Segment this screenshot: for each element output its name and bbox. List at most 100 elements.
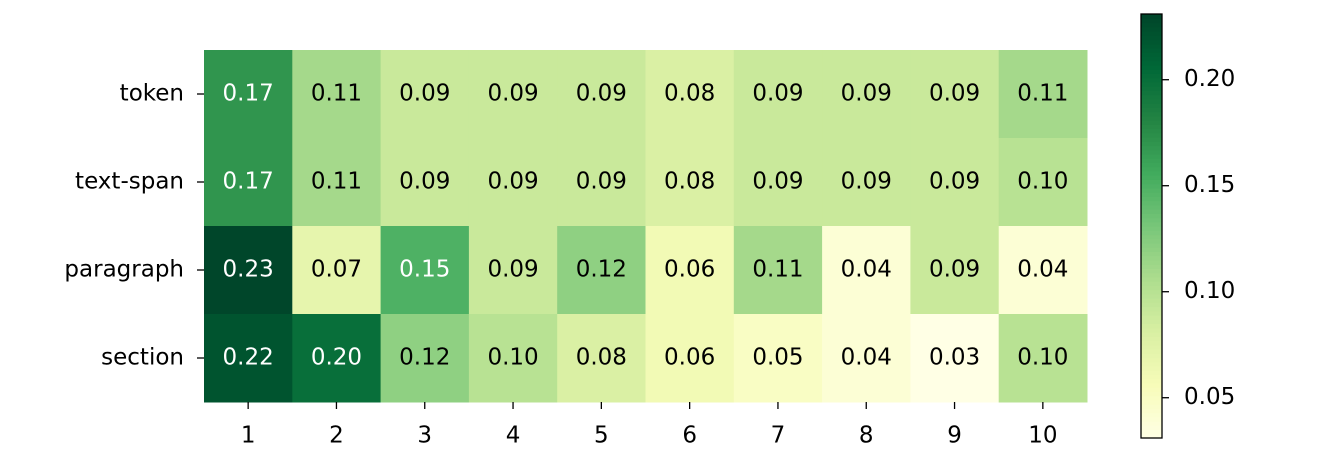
x-tick-label: 7: [771, 423, 786, 449]
colorbar-segment: [1141, 323, 1162, 329]
heatmap-cell: [292, 138, 382, 227]
colorbar-segment: [1141, 26, 1162, 32]
colorbar-segment: [1141, 175, 1162, 180]
colorbar-segment: [1141, 103, 1162, 108]
y-tick-label: token: [120, 81, 184, 107]
cell-label: 0.11: [752, 257, 803, 283]
cell-label: 0.06: [664, 345, 715, 371]
colorbar-segment: [1141, 302, 1162, 308]
colorbar-segment: [1141, 374, 1162, 380]
cell-label: 0.09: [576, 169, 627, 195]
colorbar-segment: [1141, 43, 1162, 49]
colorbar-segment: [1141, 209, 1162, 214]
colorbar-segment: [1141, 387, 1162, 392]
heatmap-cell: [645, 50, 735, 139]
heatmap-cell: [292, 226, 382, 315]
cell-label: 0.09: [841, 81, 892, 107]
colorbar-segment: [1141, 52, 1162, 57]
heatmap-cell: [292, 314, 382, 403]
colorbar-segment: [1141, 200, 1162, 206]
x-tick-label: 6: [682, 423, 697, 449]
colorbar-segment: [1141, 399, 1162, 405]
colorbar-segment: [1141, 170, 1162, 176]
cell-label: 0.11: [311, 169, 362, 195]
heatmap-cell: [380, 50, 470, 139]
heatmap-cell: [822, 50, 911, 139]
colorbar-segment: [1141, 132, 1162, 138]
colorbar-segment: [1141, 370, 1162, 375]
heatmap-cell: [380, 138, 470, 227]
colorbar-tick-label: 0.10: [1184, 278, 1235, 304]
colorbar-segment: [1141, 158, 1162, 163]
colorbar-tick-label: 0.05: [1184, 384, 1235, 410]
cell-label: 0.09: [399, 169, 450, 195]
heatmap-cell: [733, 226, 823, 315]
colorbar-segment: [1141, 276, 1162, 282]
colorbar-segment: [1141, 391, 1162, 397]
heatmap-cell: [204, 314, 293, 403]
x-tick-label: 4: [506, 423, 521, 449]
colorbar-segment: [1141, 73, 1162, 79]
colorbar-segment: [1141, 382, 1162, 388]
colorbar-segment: [1141, 332, 1162, 337]
heatmap-cell: [998, 50, 1088, 139]
heatmap-cell: [380, 226, 470, 315]
heatmap-cell: [910, 226, 1000, 315]
cell-label: 0.12: [399, 345, 450, 371]
x-tick-label: 2: [329, 423, 344, 449]
cell-label: 0.09: [929, 257, 980, 283]
colorbar-segment: [1141, 192, 1162, 197]
heatmap-cell: [822, 138, 911, 227]
heatmap-cell: [910, 314, 1000, 403]
heatmap-cell: [380, 314, 470, 403]
colorbar-segment: [1141, 285, 1162, 291]
colorbar-segment: [1141, 365, 1162, 371]
heatmap-cell: [645, 314, 735, 403]
cell-label: 0.04: [841, 345, 892, 371]
cell-label: 0.11: [311, 81, 362, 107]
cell-label: 0.15: [399, 257, 450, 283]
heatmap-cell: [557, 226, 646, 315]
colorbar-segment: [1141, 247, 1162, 253]
colorbar-segment: [1141, 226, 1162, 231]
colorbar-segment: [1141, 395, 1162, 401]
heatmap-cell: [204, 50, 293, 139]
colorbar-segment: [1141, 340, 1162, 346]
cell-label: 0.11: [1017, 81, 1068, 107]
colorbar-tick-label: 0.20: [1184, 66, 1235, 92]
colorbar-segment: [1141, 64, 1162, 70]
colorbar-segment: [1141, 22, 1162, 28]
colorbar-segment: [1141, 94, 1162, 100]
colorbar-tick-label: 0.15: [1184, 172, 1235, 198]
x-tick-label: 10: [1028, 423, 1057, 449]
colorbar-segment: [1141, 357, 1162, 363]
cell-label: 0.22: [223, 345, 274, 371]
heatmap-cell: [557, 314, 646, 403]
cell-label: 0.09: [576, 81, 627, 107]
colorbar-segment: [1141, 98, 1162, 104]
cell-label: 0.09: [399, 81, 450, 107]
colorbar-segment: [1141, 128, 1162, 134]
y-tick-label: paragraph: [64, 257, 184, 283]
colorbar-segment: [1141, 293, 1162, 299]
colorbar-segment: [1141, 234, 1162, 240]
colorbar-segment: [1141, 429, 1162, 435]
colorbar-segment: [1141, 153, 1162, 159]
colorbar-segment: [1141, 319, 1162, 325]
colorbar-segment: [1141, 81, 1162, 87]
colorbar-segment: [1141, 315, 1162, 320]
colorbar-segment: [1141, 111, 1162, 117]
heatmap-cell: [910, 138, 1000, 227]
colorbar-segment: [1141, 86, 1162, 91]
heatmap-cell: [733, 138, 823, 227]
colorbar-segment: [1141, 251, 1162, 257]
colorbar-segment: [1141, 47, 1162, 53]
colorbar-segment: [1141, 18, 1162, 24]
x-tick-label: 3: [417, 423, 432, 449]
cell-label: 0.12: [576, 257, 627, 283]
colorbar-segment: [1141, 255, 1162, 261]
y-tick-label: text-span: [75, 169, 184, 195]
colorbar-segment: [1141, 336, 1162, 342]
heatmap-cell: [822, 226, 911, 315]
cell-label: 0.07: [311, 257, 362, 283]
